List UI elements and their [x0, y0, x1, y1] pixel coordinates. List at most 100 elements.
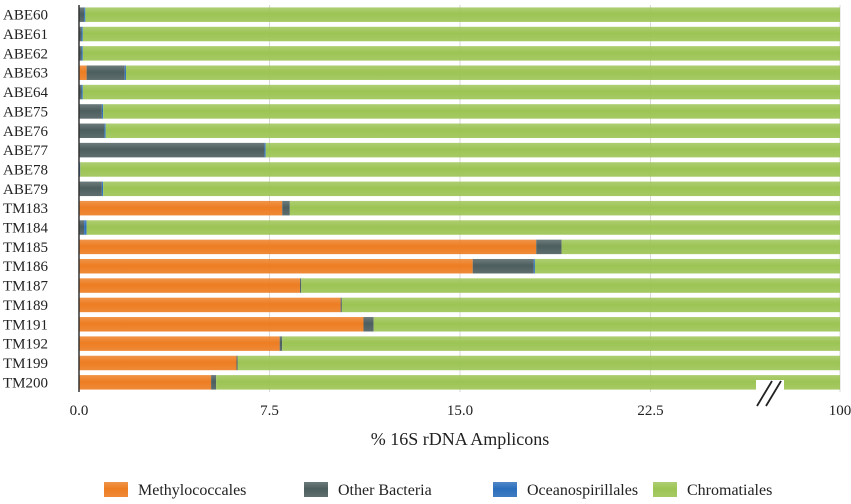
legend-swatch-chromatiales	[653, 482, 677, 497]
bar-tm191-methylococcales	[79, 317, 364, 332]
category-label: ABE75	[3, 104, 48, 120]
category-label: TM186	[3, 259, 49, 275]
bar-tm186-chromatiales	[534, 258, 840, 274]
bar-tm184-oceanospirillales	[84, 220, 87, 235]
category-label: ABE76	[3, 124, 49, 140]
bar-tm183-chromatiales	[289, 200, 840, 216]
bar-tm191-other-bacteria	[363, 317, 374, 332]
category-label: TM200	[3, 375, 48, 391]
bar-abe61-other-bacteria	[79, 26, 82, 42]
bar-tm183-methylococcales	[79, 200, 283, 216]
bar-abe75-chromatiales	[103, 104, 840, 119]
x-tick-labels: 0.0 7.5 15.0 22.5 100	[70, 403, 851, 419]
axis-break-marker	[756, 380, 784, 410]
category-label: TM187	[3, 279, 49, 295]
category-label: TM191	[3, 317, 48, 333]
bar-abe77-chromatiales	[265, 142, 840, 158]
legend-label-other-bacteria: Other Bacteria	[338, 482, 432, 499]
bar-abe64-oceanospirillales	[81, 84, 83, 100]
bars-group	[79, 5, 841, 392]
bar-abe63-other-bacteria	[86, 65, 125, 80]
bar-tm185-other-bacteria	[536, 239, 562, 255]
bar-abe63-chromatiales	[125, 65, 841, 80]
bar-tm192-methylococcales	[79, 336, 280, 351]
bar-abe76-other-bacteria	[79, 123, 105, 139]
bar-tm187-other-bacteria	[299, 278, 302, 293]
bar-abe75-oceanospirillales	[101, 104, 104, 119]
category-label: TM184	[3, 221, 49, 237]
category-label: TM192	[3, 337, 48, 353]
x-tick-15-0: 15.0	[447, 403, 473, 419]
bar-abe60-oceanospirillales	[84, 7, 86, 22]
bar-abe76-oceanospirillales	[104, 123, 106, 139]
bar-tm189-other-bacteria	[340, 297, 342, 313]
bar-abe79-chromatiales	[103, 181, 840, 197]
bar-tm200-chromatiales	[216, 375, 840, 390]
category-label: TM199	[3, 356, 48, 372]
category-label: ABE78	[3, 162, 48, 178]
bar-abe79-oceanospirillales	[101, 181, 104, 197]
bar-tm191-chromatiales	[373, 317, 840, 332]
bar-tm187-chromatiales	[301, 278, 840, 293]
bar-abe63-methylococcales	[79, 65, 87, 80]
legend: Methylococcales Other Bacteria Oceanospiri…	[104, 482, 772, 499]
bar-tm186-oceanospirillales	[533, 258, 535, 274]
bar-tm199-methylococcales	[79, 355, 237, 371]
bar-tm184-other-bacteria	[79, 220, 85, 235]
category-label: ABE62	[3, 46, 48, 62]
x-tick-0-0: 0.0	[70, 403, 89, 419]
legend-swatch-methylococcales	[104, 482, 128, 497]
legend-label-oceanospirillales: Oceanospirillales	[527, 482, 638, 499]
bar-abe75-other-bacteria	[79, 104, 102, 119]
bar-abe60-chromatiales	[85, 7, 841, 22]
bar-tm200-methylococcales	[79, 375, 212, 390]
category-label: TM183	[3, 201, 48, 217]
bar-tm187-methylococcales	[79, 278, 300, 293]
bar-tm185-methylococcales	[79, 239, 537, 255]
bar-tm199-other-bacteria	[236, 355, 238, 371]
bar-tm183-other-bacteria	[282, 200, 290, 216]
bar-abe77-other-bacteria	[79, 142, 265, 158]
category-label: ABE64	[3, 85, 49, 101]
bar-tm199-chromatiales	[237, 355, 840, 371]
bar-abe60-other-bacteria	[79, 7, 85, 22]
legend-label-methylococcales: Methylococcales	[138, 482, 246, 499]
bar-abe79-other-bacteria	[79, 181, 102, 197]
category-label: ABE79	[3, 182, 48, 198]
x-tick-7-5: 7.5	[260, 403, 279, 419]
bar-tm189-methylococcales	[79, 297, 341, 313]
bar-tm184-chromatiales	[86, 220, 841, 235]
bar-abe62-other-bacteria	[79, 46, 82, 61]
bar-tm186-other-bacteria	[472, 258, 534, 274]
category-label: ABE63	[3, 66, 48, 82]
bar-abe61-chromatiales	[82, 26, 840, 42]
category-label: ABE61	[3, 27, 48, 43]
bar-abe64-chromatiales	[82, 84, 840, 100]
bar-tm200-other-bacteria	[211, 375, 217, 390]
bar-tm192-other-bacteria	[279, 336, 283, 351]
bar-abe76-chromatiales	[105, 123, 841, 139]
bar-abe62-chromatiales	[82, 46, 840, 61]
x-axis-title: % 16S rDNA Amplicons	[371, 429, 550, 449]
bar-tm185-chromatiales	[561, 239, 840, 255]
bar-abe78-chromatiales	[80, 162, 840, 177]
category-label: TM189	[3, 298, 48, 314]
legend-label-chromatiales: Chromatiales	[687, 482, 772, 499]
category-label: ABE77	[3, 143, 49, 159]
bar-tm192-chromatiales	[282, 336, 840, 351]
bar-abe77-oceanospirillales	[264, 142, 266, 158]
category-labels: ABE60 ABE61 ABE62 ABE63 ABE64 ABE75 ABE76 ABE77…	[3, 8, 49, 392]
category-label: TM185	[3, 240, 48, 256]
bar-abe64-other-bacteria	[79, 84, 82, 100]
x-tick-22-5: 22.5	[637, 403, 663, 419]
bar-tm186-methylococcales	[79, 258, 473, 274]
legend-swatch-oceanospirillales	[493, 482, 517, 497]
legend-swatch-other-bacteria	[304, 482, 328, 497]
bar-abe62-oceanospirillales	[81, 46, 83, 61]
bar-tm189-chromatiales	[341, 297, 840, 313]
bar-abe63-oceanospirillales	[124, 65, 126, 80]
bar-abe61-oceanospirillales	[81, 26, 83, 42]
x-tick-100: 100	[829, 403, 851, 419]
category-label: ABE60	[3, 8, 48, 24]
